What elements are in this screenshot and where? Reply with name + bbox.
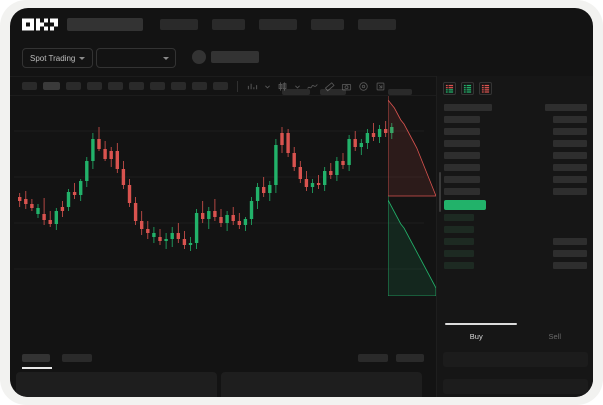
- last-price: [211, 51, 259, 63]
- orderbook-row-amount[interactable]: [553, 262, 587, 269]
- orderbook-row-amount[interactable]: [553, 140, 587, 147]
- nav-item-1[interactable]: [67, 18, 143, 31]
- nav-item-4[interactable]: [259, 19, 297, 30]
- nav-item-2[interactable]: [160, 19, 198, 30]
- orderbook-scrollbar[interactable]: [439, 172, 441, 212]
- orders-action-1[interactable]: [358, 354, 388, 362]
- timeframe-4[interactable]: [108, 82, 123, 90]
- app-screen: Spot Trading: [10, 8, 593, 397]
- orders-tabbar: [10, 348, 428, 370]
- timeframe-1[interactable]: [43, 82, 60, 90]
- orderbook-panel: Buy Sell: [436, 76, 593, 397]
- chevron-down-icon[interactable]: [264, 81, 271, 92]
- orderbook-row-price[interactable]: [444, 152, 480, 159]
- orderbook-row-price[interactable]: [444, 250, 474, 257]
- orderbook-row-price[interactable]: [444, 116, 480, 123]
- bottom-panel-left[interactable]: [16, 372, 217, 397]
- orderbook-row-price[interactable]: [444, 226, 474, 233]
- toolbar-divider: [237, 80, 238, 92]
- top-navigation-bar: [10, 8, 593, 41]
- order-form-tabs: Buy Sell: [437, 328, 593, 346]
- chevron-down-icon[interactable]: [294, 81, 301, 92]
- indicator-icon[interactable]: [247, 81, 258, 92]
- depth-bid-area: [388, 196, 436, 296]
- depth-ask-area: [388, 96, 436, 197]
- timeframe-2[interactable]: [66, 82, 81, 90]
- spot-trading-button[interactable]: Spot Trading: [22, 48, 94, 68]
- orderbook-both-icon[interactable]: [443, 82, 456, 95]
- timeframe-6[interactable]: [150, 82, 165, 90]
- timeframe-3[interactable]: [87, 82, 102, 90]
- orderbook-row-price[interactable]: [444, 188, 480, 195]
- stat-high-label: [320, 89, 346, 95]
- orderbook-mode-switcher: [443, 82, 492, 95]
- timeframe-9[interactable]: [213, 82, 228, 90]
- nav-item-5[interactable]: [311, 19, 344, 30]
- orderbook-row-price[interactable]: [444, 140, 480, 147]
- panel-divider: [445, 323, 517, 325]
- depth-chart: [388, 96, 436, 296]
- orderbook-row-amount[interactable]: [553, 188, 587, 195]
- chart-toolbar: [10, 76, 593, 96]
- nav-item-3[interactable]: [212, 19, 245, 30]
- timeframe-0[interactable]: [22, 82, 37, 90]
- trading-pair-select[interactable]: [96, 48, 176, 68]
- orderbook-row-price[interactable]: [444, 128, 480, 135]
- orderbook-rows[interactable]: [437, 100, 593, 270]
- candle-series: [18, 121, 394, 251]
- okx-logo[interactable]: [22, 18, 58, 31]
- orderbook-asks-icon[interactable]: [479, 82, 492, 95]
- settings-icon[interactable]: [358, 81, 369, 92]
- tab-sell[interactable]: Sell: [548, 332, 561, 341]
- spot-trading-label: Spot Trading: [30, 53, 76, 63]
- camera-icon[interactable]: [341, 81, 352, 92]
- orderbook-row-amount[interactable]: [553, 152, 587, 159]
- orderbook-last-price: [444, 200, 486, 210]
- orderbook-row-amount[interactable]: [553, 238, 587, 245]
- price-input[interactable]: [443, 352, 588, 367]
- market-header: Spot Trading: [10, 41, 593, 104]
- orders-action-2[interactable]: [396, 354, 424, 362]
- orderbook-row-price[interactable]: [444, 104, 492, 111]
- tab-order-history[interactable]: [62, 354, 92, 362]
- orderbook-row-amount[interactable]: [553, 116, 587, 123]
- orderbook-bids-icon[interactable]: [461, 82, 474, 95]
- orderbook-row-price[interactable]: [444, 164, 480, 171]
- ruler-icon[interactable]: [324, 81, 335, 92]
- tab-buy[interactable]: Buy: [469, 332, 483, 341]
- active-tab-underline: [22, 367, 52, 369]
- orderbook-row-price[interactable]: [444, 238, 474, 245]
- candlestick-chart[interactable]: [10, 96, 428, 346]
- stat-low-label: [388, 89, 412, 95]
- chart-type-icon[interactable]: [277, 81, 288, 92]
- trendline-icon[interactable]: [307, 81, 318, 92]
- tab-open-orders[interactable]: [22, 354, 50, 362]
- timeframe-7[interactable]: [171, 82, 186, 90]
- chart-gridlines: [14, 130, 424, 270]
- orderbook-row-amount[interactable]: [553, 250, 587, 257]
- amount-input[interactable]: [443, 379, 588, 394]
- orderbook-row-amount[interactable]: [545, 104, 587, 111]
- stat-change-label: [282, 89, 310, 95]
- fullscreen-icon[interactable]: [375, 81, 386, 92]
- timeframe-5[interactable]: [129, 82, 144, 90]
- timeframe-8[interactable]: [192, 82, 207, 90]
- chevron-down-icon: [79, 56, 86, 60]
- orderbook-row-price[interactable]: [444, 176, 480, 183]
- orderbook-row-amount[interactable]: [553, 128, 587, 135]
- orderbook-row-price[interactable]: [444, 214, 474, 221]
- bottom-panel-right[interactable]: [221, 372, 422, 397]
- coin-avatar-icon: [192, 50, 206, 64]
- nav-item-6[interactable]: [358, 19, 396, 30]
- orderbook-row-amount[interactable]: [553, 176, 587, 183]
- chevron-down-icon: [163, 56, 169, 60]
- orderbook-row-price[interactable]: [444, 262, 474, 269]
- bottom-panels: [10, 372, 428, 397]
- orderbook-row-amount[interactable]: [553, 164, 587, 171]
